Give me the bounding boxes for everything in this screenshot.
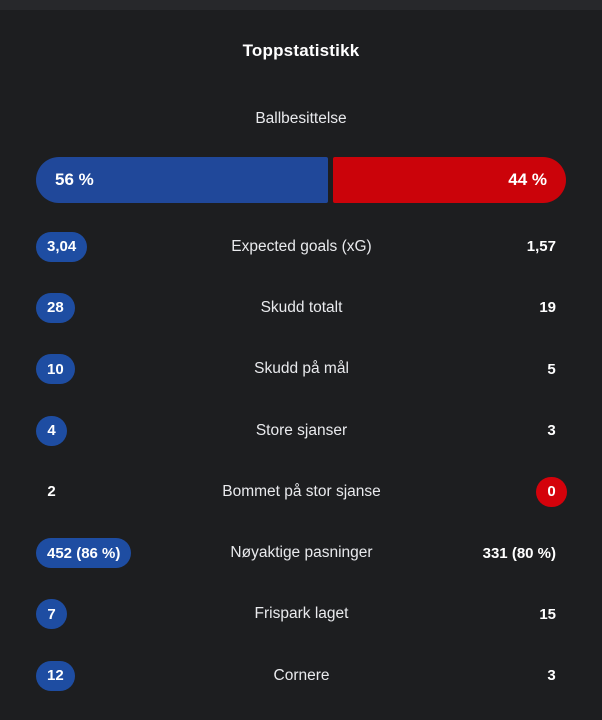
home-value: 7 [36,599,67,630]
stat-row: 452 (86 %) Nøyaktige pasninger 331 (80 %… [36,522,567,583]
stat-row: 4 Store sjanser 3 [36,400,567,461]
stat-label: Skudd totalt [260,298,343,316]
away-value: 15 [539,605,556,623]
stat-label: Nøyaktige pasninger [230,544,373,562]
away-value: 5 [547,360,556,378]
away-value: 0 [536,476,567,507]
top-statistics-panel: Toppstatistikk Ballbesittelse 56 % 44 % … [0,10,602,720]
stat-label: Bommet på stor sjanse [222,482,381,500]
away-value: 331 (80 %) [482,544,556,562]
possession-away-value: 44 % [508,170,547,189]
away-value: 19 [539,299,556,317]
stat-row: 7 Frispark laget 15 [36,584,567,645]
stat-label: Skudd på mål [254,360,349,378]
stat-label: Expected goals (xG) [231,237,372,255]
possession-home-value: 56 % [55,170,94,189]
home-value: 2 [47,483,56,501]
stat-row: 3,04 Expected goals (xG) 1,57 [36,216,567,277]
away-value: 3 [547,667,556,685]
away-value: 1,57 [526,238,556,256]
panel-title: Toppstatistikk [242,41,360,60]
stats-rows: 3,04 Expected goals (xG) 1,57 28 Skudd t… [0,216,602,706]
stat-row: 10 Skudd på mål 5 [36,339,567,400]
possession-label: Ballbesittelse [255,110,347,127]
stat-label: Store sjanser [255,421,348,439]
possession-away-segment: 44 % [332,157,566,203]
home-value: 3,04 [36,231,88,262]
stat-row: 28 Skudd totalt 19 [36,277,567,338]
home-value: 28 [36,292,75,323]
possession-bar: 56 % 44 % [36,157,566,203]
possession-home-segment: 56 % [36,157,328,203]
stat-label: Cornere [273,666,330,684]
home-value: 10 [36,354,75,385]
stat-row: 2 Bommet på stor sjanse 0 [36,461,567,522]
stat-label: Frispark laget [254,605,349,623]
home-value: 12 [36,660,75,691]
home-value: 452 (86 %) [36,538,132,569]
stat-row: 12 Cornere 3 [36,645,567,706]
away-value: 3 [547,422,556,440]
home-value: 4 [36,415,67,446]
